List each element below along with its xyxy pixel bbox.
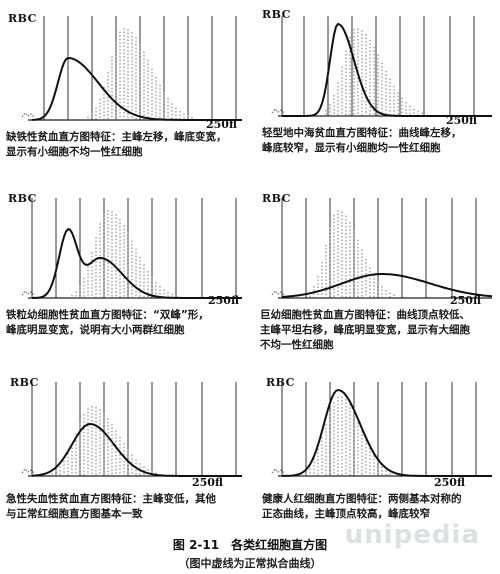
patient-distribution-curve xyxy=(31,56,242,121)
low-volume-noise xyxy=(21,290,35,296)
histogram-panel-thalassemia: RBC 250fl 轻型地中海贫血直方图特征：曲线峰左移， 峰底较窄，显示有小细… xyxy=(256,6,496,176)
low-volume-noise xyxy=(21,112,35,118)
description-line: 不均一性红细胞 xyxy=(260,339,334,351)
histogram-panel-healthy: RBC 250fl 健康人红细胞直方图特征：两侧基本对称的 正态曲线，主峰顶点较… xyxy=(256,372,496,542)
panel-description: 铁粒幼细胞性贫血直方图特征：“双峰”形， 峰底明显变宽，说明有大小两群红细胞 xyxy=(6,308,209,338)
rbc-label: RBC xyxy=(8,192,37,205)
250fl-label: 250fl xyxy=(450,294,481,307)
watermark-logo: unipedia xyxy=(344,520,480,550)
rbc-label: RBC xyxy=(8,12,37,25)
description-line: 缺铁性贫血直方图特征：主峰左移，峰底变宽， xyxy=(6,131,227,143)
panel-description: 轻型地中海贫血直方图特征：曲线峰左移， 峰底较窄，显示有小细胞均一性红细胞 xyxy=(262,126,462,156)
rbc-label: RBC xyxy=(266,376,295,389)
panel-description: 急性失血性贫血直方图特征：主峰变低，其他 与正常红细胞直方图基本一致 xyxy=(6,492,216,522)
panel-description: 巨幼细胞性贫血直方图特征：曲线顶点较低、 主峰平坦右移，峰底明显变宽，显示有大细… xyxy=(260,308,470,353)
250fl-label: 250fl xyxy=(206,118,237,131)
description-line: 轻型地中海贫血直方图特征：曲线峰左移， xyxy=(262,127,462,139)
description-line: 峰底较窄，显示有小细胞均一性红细胞 xyxy=(262,142,441,154)
histogram-panel-iron-deficiency: RBC 250fl 缺铁性贫血直方图特征：主峰左移，峰底变宽， 显示有小细胞不均… xyxy=(6,6,246,176)
description-line: 显示有小细胞不均一性红细胞 xyxy=(6,146,143,158)
description-line: 铁粒幼细胞性贫血直方图特征：“双峰”形， xyxy=(6,309,209,321)
low-volume-noise xyxy=(271,468,285,474)
rbc-label: RBC xyxy=(262,8,291,21)
histogram-iron-deficiency xyxy=(21,16,242,121)
description-line: 正态曲线，主峰顶点较高，峰底较窄 xyxy=(262,508,430,520)
250fl-label: 250fl xyxy=(446,114,477,127)
rbc-label: RBC xyxy=(10,376,39,389)
histogram-panel-sideroblastic: RBC 250fl 铁粒幼细胞性贫血直方图特征：“双峰”形， 峰底明显变宽，说明… xyxy=(6,188,246,358)
figure-note: （图中虚线为正常拟合曲线） xyxy=(178,557,322,570)
histogram-panel-acute-blood-loss: RBC 250fl 急性失血性贫血直方图特征：主峰变低，其他 与正常红细胞直方图… xyxy=(6,372,246,542)
rbc-label: RBC xyxy=(262,192,291,205)
histogram-acute-blood-loss xyxy=(21,382,242,477)
patient-distribution-curve xyxy=(281,273,493,298)
histogram-megaloblastic xyxy=(271,198,493,299)
description-line: 主峰平坦右移，峰底明显变宽，显示有大细胞 xyxy=(260,324,470,336)
low-volume-noise xyxy=(21,468,35,474)
description-line: 健康人红细胞直方图特征：两侧基本对称的 xyxy=(262,493,462,505)
histogram-sideroblastic xyxy=(21,198,242,299)
histogram-panel-megaloblastic: RBC 250fl 巨幼细胞性贫血直方图特征：曲线顶点较低、 主峰平坦右移，峰底… xyxy=(256,188,496,358)
histogram-thalassemia xyxy=(271,16,492,117)
250fl-label: 250fl xyxy=(192,476,223,489)
histogram-healthy xyxy=(271,382,492,477)
patient-distribution-curve xyxy=(281,388,492,477)
description-line: 峰底明显变宽，说明有大小两群红细胞 xyxy=(6,324,185,336)
description-line: 巨幼细胞性贫血直方图特征：曲线顶点较低、 xyxy=(260,309,470,321)
figure-title: 图 2-11 各类红细胞直方图 xyxy=(172,538,328,552)
description-line: 急性失血性贫血直方图特征：主峰变低，其他 xyxy=(6,493,216,505)
panel-description: 健康人红细胞直方图特征：两侧基本对称的 正态曲线，主峰顶点较高，峰底较窄 xyxy=(262,492,462,522)
patient-distribution-curve xyxy=(282,22,492,117)
description-line: 与正常红细胞直方图基本一致 xyxy=(6,508,143,520)
low-volume-noise xyxy=(271,108,285,114)
low-volume-noise xyxy=(271,290,285,296)
250fl-label: 250fl xyxy=(208,294,239,307)
250fl-label: 250fl xyxy=(434,476,465,489)
patient-distribution-curve xyxy=(31,227,242,299)
patient-distribution-curve xyxy=(31,422,242,477)
panel-description: 缺铁性贫血直方图特征：主峰左移，峰底变宽， 显示有小细胞不均一性红细胞 xyxy=(6,130,227,160)
